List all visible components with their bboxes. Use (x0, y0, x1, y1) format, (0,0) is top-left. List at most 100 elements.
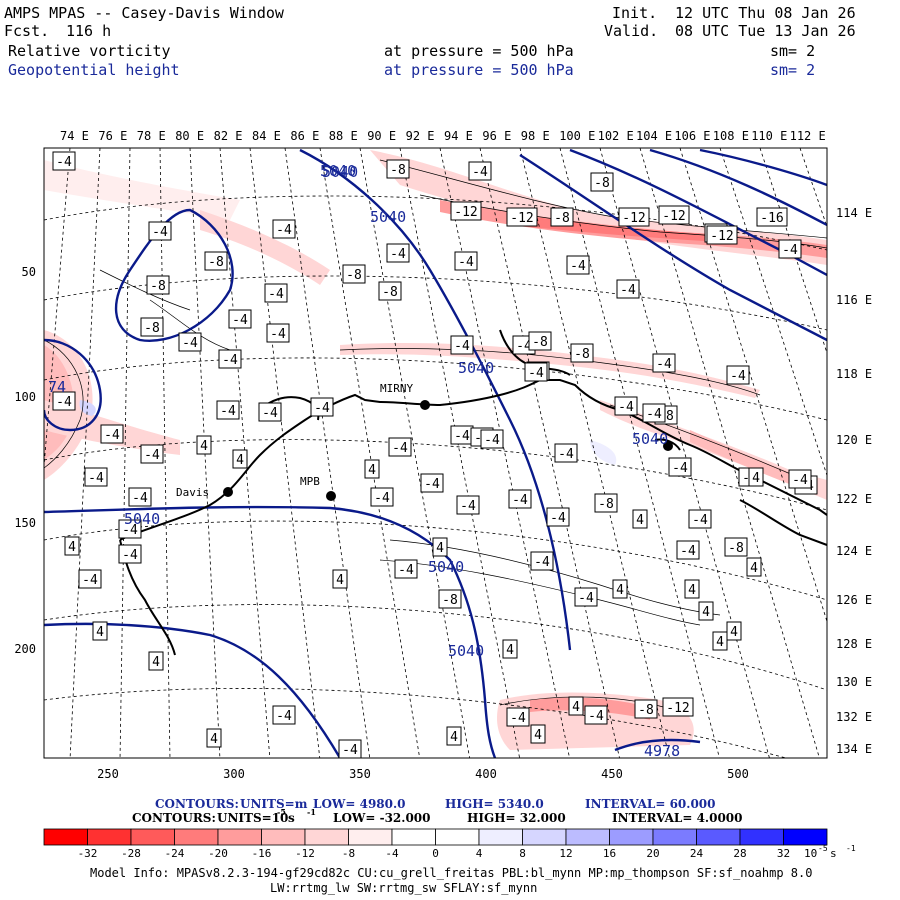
vorticity-label: -8 (590, 172, 614, 192)
vorticity-label: 4 (530, 724, 546, 744)
vorticity-label: -4 (388, 437, 412, 457)
vorticity-label: 4 (364, 459, 380, 479)
right-lon-label: 134 E (836, 742, 872, 756)
vorticity-label: 4 (568, 696, 584, 716)
vorticity-label-text: -12 (454, 205, 477, 220)
vorticity-label: -4 (468, 161, 492, 181)
colorbar-swatch (565, 828, 610, 846)
vorticity-label: -8 (634, 699, 658, 719)
vorticity-label: -8 (724, 537, 748, 557)
right-longitude-labels: 114 E 116 E 118 E 120 E 122 E 124 E 126 E 128 E… (836, 206, 872, 756)
valid-time: 08 UTC Tue 13 Jan 26 (675, 22, 856, 40)
vorticity-label-text: -8 (598, 497, 614, 512)
colorbar-swatch (478, 828, 523, 846)
init-time: 12 UTC Thu 08 Jan 26 (675, 4, 856, 22)
vorticity-label-text: -12 (510, 211, 533, 226)
vorticity-label: -4 (264, 283, 288, 303)
vorticity-label: -12 (506, 207, 538, 227)
height-contour-label: 5040 (632, 430, 668, 448)
vorticity-label-text: -4 (460, 499, 476, 514)
vorticity-label-text: -4 (646, 407, 662, 422)
top-lon-label: 80 E (175, 129, 204, 143)
vorticity-label: 4 (332, 569, 348, 589)
legend-vort-interval: INTERVAL= 4.0000 (612, 811, 743, 825)
vorticity-label: -4 (554, 443, 578, 463)
vorticity-label: -8 (550, 207, 574, 227)
right-lon-label: 118 E (836, 367, 872, 381)
vorticity-label: 4 (92, 621, 108, 641)
top-lon-label: 110 E (751, 129, 787, 143)
vorticity-label-text: -4 (342, 743, 358, 758)
height-contour-label: 5040 (320, 162, 356, 180)
legend-vort-low: LOW= -32.000 (333, 811, 431, 825)
colorbar-swatch (739, 828, 784, 846)
vorticity-label: -8 (570, 343, 594, 363)
legend-height-low: LOW= 4980.0 (313, 797, 406, 811)
colorbar-tick-label: 0 (432, 847, 439, 860)
vorticity-label-text: -4 (484, 433, 500, 448)
vorticity-label: -4 (216, 400, 240, 420)
colorbar-tick-label: 12 (559, 847, 572, 860)
height-contour-label: 5040 (458, 359, 494, 377)
vorticity-label: -4 (118, 519, 142, 539)
vorticity-label-text: 4 (68, 540, 76, 555)
colorbar-swatch (43, 828, 88, 846)
vorticity-label: -4 (228, 309, 252, 329)
vorticity-label-text: -16 (760, 211, 783, 226)
vorticity-label: -4 (310, 397, 334, 417)
vorticity-label-text: -4 (550, 511, 566, 526)
colorbar-tick-label: 28 (733, 847, 746, 860)
vorticity-label: -8 (378, 281, 402, 301)
colorbar-tick-label: -12 (295, 847, 315, 860)
vorticity-label: -4 (506, 707, 530, 727)
colorbar-tick-label: 20 (646, 847, 659, 860)
legend-height-interval: INTERVAL= 60.000 (585, 797, 716, 811)
colorbar-swatch (174, 828, 219, 846)
vorticity-label: -8 (528, 331, 552, 351)
bottom-axis-label: 250 (97, 767, 119, 781)
top-lon-label: 90 E (367, 129, 396, 143)
vorticity-label: -4 (652, 353, 676, 373)
left-axis-label: 50 (22, 265, 36, 279)
vorticity-label: 4 (432, 537, 448, 557)
vorticity-label: -4 (668, 457, 692, 477)
vorticity-label: -4 (530, 551, 554, 571)
vorticity-label-text: -4 (182, 336, 198, 351)
vorticity-label: -4 (642, 403, 666, 423)
colorbar-unit2-exp: -1 (846, 844, 856, 853)
colorbar-swatch (522, 828, 567, 846)
vorticity-label: -4 (546, 507, 570, 527)
vorticity-label-text: -4 (132, 491, 148, 506)
vorticity-label-text: -4 (390, 247, 406, 262)
vorticity-label: -4 (140, 444, 164, 464)
top-lon-label: 106 E (674, 129, 710, 143)
vorticity-label: -8 (342, 264, 366, 284)
vorticity-label: -4 (386, 243, 410, 263)
vorticity-labels: -4-8-4-8-12-12-8-12-12-8-12-16-4-4-4-8-4… (52, 151, 818, 758)
stations (223, 400, 673, 501)
top-lon-label: 86 E (290, 129, 319, 143)
vorticity-label: -8 (204, 251, 228, 271)
top-lon-label: 76 E (98, 129, 127, 143)
vorticity-label: -4 (676, 540, 700, 560)
graticule (44, 148, 827, 758)
bottom-axis-label: 400 (475, 767, 497, 781)
right-lon-label: 128 E (836, 637, 872, 651)
colorbar-swatch (652, 828, 697, 846)
vorticity-label: -12 (618, 207, 650, 227)
vorticity-label-text: 4 (96, 625, 104, 640)
colorbar-tick-label: -32 (78, 847, 98, 860)
top-lon-label: 112 E (790, 129, 826, 143)
colorbar-tick-label: -20 (208, 847, 228, 860)
vorticity-label: 4 (232, 449, 248, 469)
vorticity-label: -4 (566, 255, 590, 275)
vorticity-label: 4 (64, 536, 80, 556)
height-contour-label: 5040 (428, 558, 464, 576)
bottom-axis-label: 450 (601, 767, 623, 781)
vorticity-label: -4 (100, 424, 124, 444)
vorticity-label-text: 4 (534, 728, 542, 743)
vorticity-label-text: -4 (276, 709, 292, 724)
vorticity-label-text: -4 (618, 400, 634, 415)
vorticity-label: -4 (616, 279, 640, 299)
